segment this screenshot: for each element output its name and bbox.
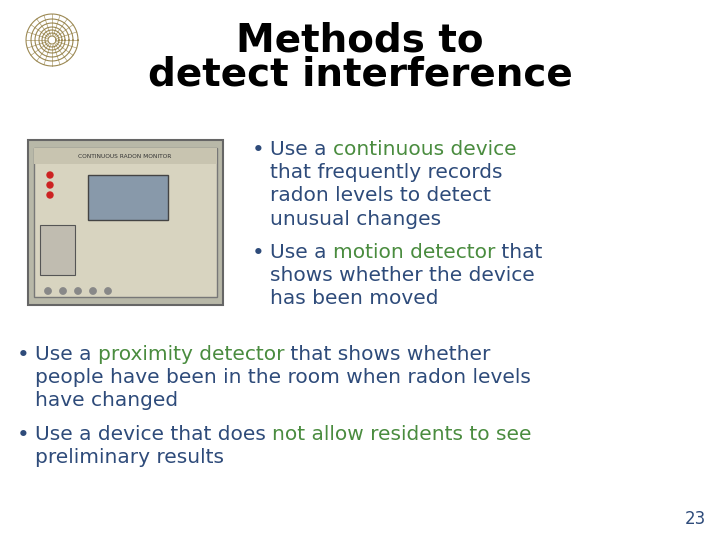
Text: Use a device that does: Use a device that does	[35, 424, 272, 443]
Text: continuous device: continuous device	[333, 140, 516, 159]
Text: Methods to: Methods to	[236, 21, 484, 59]
FancyBboxPatch shape	[34, 148, 217, 297]
Text: CONTINUOUS RADON MONITOR: CONTINUOUS RADON MONITOR	[78, 153, 171, 159]
Text: Use a: Use a	[35, 345, 98, 364]
Text: proximity detector: proximity detector	[98, 345, 284, 364]
Text: radon levels to detect: radon levels to detect	[270, 186, 491, 205]
Circle shape	[45, 287, 52, 294]
Text: have changed: have changed	[35, 392, 178, 410]
Text: unusual changes: unusual changes	[270, 210, 441, 228]
Text: not allow residents to see: not allow residents to see	[272, 424, 532, 443]
Text: •: •	[17, 424, 30, 444]
Text: •: •	[17, 345, 30, 365]
Text: •: •	[252, 140, 265, 160]
FancyBboxPatch shape	[34, 148, 217, 164]
Circle shape	[60, 287, 66, 294]
Circle shape	[104, 287, 112, 294]
FancyBboxPatch shape	[88, 175, 168, 220]
FancyBboxPatch shape	[40, 225, 75, 275]
Text: Use a: Use a	[270, 140, 333, 159]
Text: detect interference: detect interference	[148, 56, 572, 94]
Text: that: that	[495, 243, 543, 262]
Text: Use a: Use a	[270, 243, 333, 262]
Text: has been moved: has been moved	[270, 289, 438, 308]
Circle shape	[47, 172, 53, 178]
Text: •: •	[252, 243, 265, 263]
Circle shape	[47, 192, 53, 198]
Text: 23: 23	[685, 510, 706, 528]
Text: people have been in the room when radon levels: people have been in the room when radon …	[35, 368, 531, 387]
Text: shows whether the device: shows whether the device	[270, 266, 535, 285]
Circle shape	[89, 287, 96, 294]
Circle shape	[74, 287, 81, 294]
FancyBboxPatch shape	[28, 140, 223, 305]
Text: that shows whether: that shows whether	[284, 345, 491, 364]
Text: motion detector: motion detector	[333, 243, 495, 262]
Circle shape	[47, 182, 53, 188]
Text: preliminary results: preliminary results	[35, 448, 224, 467]
Text: that frequently records: that frequently records	[270, 163, 503, 182]
